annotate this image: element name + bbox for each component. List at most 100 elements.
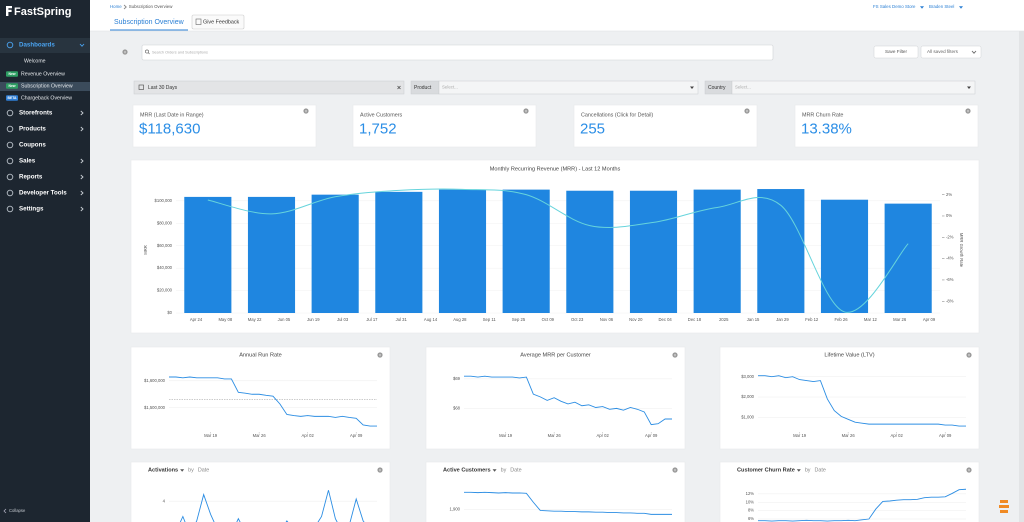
save-filter-button[interactable] [873, 45, 919, 59]
feedback-button[interactable] [191, 14, 245, 30]
x-tick-label: Jan 15 [747, 317, 760, 322]
feedback-icon [195, 18, 202, 25]
sidebar [0, 0, 90, 522]
x-tick-label: Apr 24 [190, 317, 203, 322]
info-glyph [305, 110, 307, 113]
y-tick-label: $1,500,000 [144, 405, 166, 410]
bar [629, 190, 678, 313]
breadcrumb-link[interactable]: Home [110, 4, 122, 9]
x-tick-label: Mar 26 [893, 317, 907, 322]
y-axis-label: MRR [143, 245, 148, 255]
feedback-text: Give Feedback [203, 19, 240, 25]
search-icon [145, 49, 149, 54]
tab[interactable]: Subscription Overview [114, 19, 185, 26]
country-select[interactable] [731, 80, 976, 95]
search-box[interactable] [141, 44, 774, 61]
chart-card [719, 461, 980, 522]
chart-title[interactable]: Activations [148, 467, 178, 473]
x-tick-label: Jun 19 [307, 317, 320, 322]
caret [492, 469, 497, 472]
menu-icon [6, 41, 14, 49]
x-tick-label: Dec 04 [658, 317, 672, 322]
line [758, 375, 966, 427]
chevron [80, 126, 84, 132]
x-tick-label: 2025 [719, 317, 729, 322]
chart-dimension[interactable]: Date [198, 467, 209, 473]
chart-title[interactable]: Active Customers [443, 467, 491, 473]
kpi-label: Cancellations (Click for Detail) [581, 112, 653, 118]
kpi-card [352, 104, 537, 148]
x-tick-label: Mar 12 [864, 317, 878, 322]
y-tick-label: $1,000 [741, 414, 754, 419]
caret [690, 86, 694, 89]
menu-item[interactable]: Storefronts [19, 110, 53, 117]
help-widget[interactable] [999, 500, 1009, 513]
y2-tick-label: -6% [946, 277, 954, 282]
product-select[interactable] [438, 80, 699, 95]
y2-axis-label: MRR Growth Rate [959, 233, 964, 268]
menu-item[interactable]: Products [19, 126, 46, 133]
collapse[interactable]: Collapse [9, 508, 26, 513]
y-tick-label: $68 [453, 405, 461, 410]
y-tick-label: $3,000 [741, 374, 754, 379]
menu-item[interactable]: Coupons [19, 142, 46, 149]
x-tick-label: Mar 26 [253, 433, 267, 438]
menu-icon [6, 141, 14, 149]
submenu-selected-bg [0, 82, 90, 91]
menu-item[interactable]: Subscription Overview [21, 83, 73, 89]
menu-item[interactable]: Dashboards [19, 42, 55, 49]
menu-icon [6, 157, 14, 165]
save-filter-text: Save Filter [885, 49, 907, 54]
menu-item[interactable]: Reports [19, 174, 43, 181]
x-tick-label: Jul 17 [366, 317, 378, 322]
chart-dimension[interactable]: Date [815, 467, 826, 473]
info-glyph [674, 354, 676, 357]
menu-item[interactable]: Revenue Overview [21, 71, 65, 77]
menu-badge-text: New [9, 72, 16, 76]
store-selector[interactable]: FS Sales Demo Store [873, 4, 916, 9]
menu-item[interactable]: Developer Tools [19, 190, 67, 197]
info-glyph [968, 354, 970, 357]
chart-card [130, 346, 391, 450]
x-tick-label: Apr 02 [596, 433, 609, 438]
menu-badge-text: New [9, 84, 16, 88]
menu-icon [6, 205, 14, 213]
bar [566, 190, 614, 313]
chart-card [130, 461, 391, 522]
y2-tick-label: -2% [946, 234, 954, 239]
kpi-card[interactable] [573, 104, 758, 148]
chevron [123, 4, 127, 10]
x-tick-label: Apr 02 [890, 433, 903, 438]
x-tick-label: Jul 31 [396, 317, 408, 322]
user-menu[interactable]: Braden Steel [929, 4, 954, 9]
y-tick-label: 8% [748, 508, 754, 513]
menu-item[interactable]: Sales [19, 158, 36, 165]
x-tick-label: Oct 09 [542, 317, 555, 322]
x-tick-label: Feb 12 [805, 317, 819, 322]
chevron [80, 158, 84, 164]
chart-title[interactable]: Customer Churn Rate [737, 467, 795, 473]
date-filter[interactable] [133, 80, 405, 95]
x-tick-label: May 08 [218, 317, 232, 322]
chart-dimension[interactable]: Date [510, 467, 521, 473]
menu-icon [6, 173, 14, 181]
menu-icon [6, 109, 14, 117]
y-tick-label: 6% [748, 516, 754, 521]
y-tick-label: $100,000 [155, 198, 173, 203]
chevron [80, 206, 84, 212]
chart-card [719, 346, 980, 450]
menu-icon [6, 125, 14, 133]
saved-filters[interactable] [920, 45, 982, 59]
info-glyph [124, 51, 126, 54]
menu-item[interactable]: Chargeback Overview [21, 95, 72, 101]
menu-item[interactable]: Settings [19, 206, 44, 213]
x-tick-label: Aug 14 [424, 317, 438, 322]
y2-tick-label: 2% [946, 192, 952, 197]
x-tick-label: Apr 09 [350, 433, 363, 438]
y-tick-label: $2,000 [741, 394, 754, 399]
caret [959, 6, 963, 9]
country-label: Country [708, 85, 726, 91]
menu-item[interactable]: Welcome [24, 58, 46, 64]
chevron [80, 110, 84, 116]
line [169, 376, 377, 427]
